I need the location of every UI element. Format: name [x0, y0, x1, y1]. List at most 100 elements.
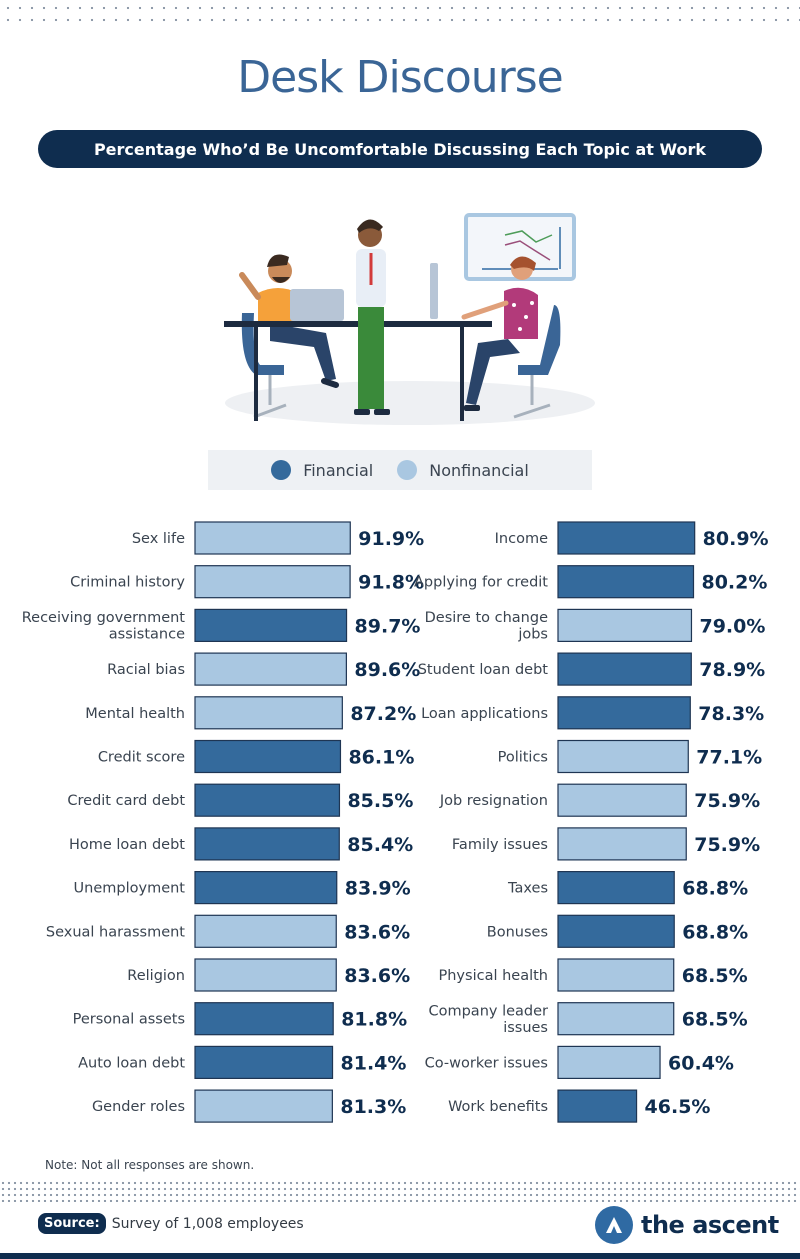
bar-nonfinancial: [194, 914, 337, 948]
bar-value-label: 91.8%: [358, 572, 424, 594]
bar-value-label: 80.9%: [703, 528, 769, 550]
bar-nonfinancial: [194, 521, 351, 555]
bar-label: Receiving government assistance: [22, 610, 186, 643]
bar-row: Loan applications 78.3%: [421, 696, 764, 730]
bar-label: Unemployment: [74, 881, 186, 897]
bar-financial: [557, 914, 675, 948]
bar-label: Job resignation: [439, 793, 548, 809]
bar-label: Income: [495, 531, 548, 547]
chart-subtitle: Percentage Who’d Be Uncomfortable Discus…: [93, 139, 707, 159]
bar-row: Sex life 91.9%: [132, 521, 424, 555]
bar-nonfinancial: [194, 958, 337, 992]
bar-value-label: 81.8%: [341, 1009, 407, 1031]
bar-row: Taxes 68.8%: [507, 871, 748, 905]
bar-financial: [194, 783, 341, 817]
legend-swatch-nonfinancial: [397, 460, 418, 480]
bar-nonfinancial: [557, 827, 687, 861]
bar-row: Politics 77.1%: [498, 739, 762, 774]
chart-title: Desk Discourse: [237, 52, 563, 103]
bar-row: Gender roles 81.3%: [92, 1089, 406, 1123]
bar-financial: [194, 1002, 334, 1036]
bar-value-label: 79.0%: [699, 615, 765, 637]
bar-value-label: 68.8%: [682, 921, 748, 943]
bottom-rule: [0, 1253, 800, 1259]
bar-row: Unemployment 83.9%: [74, 871, 411, 905]
bar-value-label: 75.9%: [694, 790, 760, 812]
source-line: Source: Survey of 1,008 employees: [38, 1213, 304, 1234]
office-illustration: [224, 213, 595, 425]
bar-row: Applying for credit 80.2%: [414, 565, 767, 599]
bar-value-label: 68.5%: [682, 1009, 748, 1031]
bar-value-label: 81.4%: [341, 1052, 407, 1074]
bar-label: Religion: [127, 968, 185, 984]
mountain-icon: [606, 1217, 622, 1233]
bar-label: Taxes: [507, 881, 548, 897]
bar-row: Personal assets 81.8%: [73, 1002, 407, 1036]
bar-financial: [557, 565, 695, 599]
footnote: Note: Not all responses are shown.: [45, 1158, 255, 1172]
bar-nonfinancial: [557, 958, 675, 992]
bar-row: Racial bias 89.6%: [107, 652, 420, 686]
bar-row: Religion 83.6%: [127, 958, 410, 992]
bar-value-label: 77.1%: [696, 747, 762, 769]
bar-label: Sexual harassment: [46, 924, 185, 940]
top-dot-border: [0, 0, 800, 22]
brand-logo-block: the ascent: [595, 1206, 779, 1244]
bar-row: Auto loan debt 81.4%: [78, 1045, 407, 1080]
bar-label: Physical health: [439, 968, 549, 984]
bar-financial: [194, 608, 348, 643]
source-text: Survey of 1,008 employees: [111, 1215, 304, 1232]
bar-row: Desire to change jobs 79.0%: [425, 608, 765, 643]
legend-item-nonfinancial: Nonfinancial: [397, 460, 529, 480]
bar-financial: [194, 871, 338, 905]
bar-row: Credit card debt 85.5%: [67, 783, 413, 817]
legend-item-financial: Financial: [271, 460, 373, 480]
bar-value-label: 91.9%: [358, 528, 424, 550]
bar-row: Credit score 86.1%: [98, 739, 414, 774]
bar-value-label: 86.1%: [348, 747, 414, 769]
bar-row: Bonuses 68.8%: [487, 914, 748, 948]
bar-value-label: 80.2%: [701, 572, 767, 594]
bar-value-label: 78.3%: [698, 703, 764, 725]
legend: Financial Nonfinancial: [208, 450, 592, 490]
bar-label: Student loan debt: [418, 662, 549, 678]
bar-nonfinancial: [557, 608, 693, 643]
bar-value-label: 89.6%: [354, 659, 420, 681]
bar-value-label: 46.5%: [645, 1096, 711, 1118]
bar-nonfinancial: [194, 652, 347, 686]
bar-nonfinancial: [557, 783, 687, 817]
bar-label: Loan applications: [421, 706, 548, 722]
bar-financial: [557, 652, 692, 686]
bar-value-label: 89.7%: [355, 615, 421, 637]
bar-label: Co-worker issues: [425, 1055, 548, 1071]
bar-value-label: 75.9%: [694, 834, 760, 856]
bar-nonfinancial: [194, 1089, 333, 1123]
legend-label-financial: Financial: [303, 460, 374, 480]
bar-financial: [557, 1089, 638, 1123]
bar-label: Family issues: [452, 837, 548, 853]
bar-row: Mental health 87.2%: [85, 696, 416, 730]
chart-subtitle-banner: Percentage Who’d Be Uncomfortable Discus…: [38, 130, 762, 168]
bar-value-label: 81.3%: [340, 1096, 406, 1118]
bar-label: Personal assets: [73, 1012, 185, 1028]
bar-label: Criminal history: [70, 575, 185, 591]
bar-value-label: 60.4%: [668, 1052, 734, 1074]
bar-row: Student loan debt 78.9%: [418, 652, 765, 686]
bar-row: Company leader issues 68.5%: [428, 1002, 748, 1036]
bar-financial: [557, 871, 675, 905]
bar-value-label: 78.9%: [699, 659, 765, 681]
bar-chart: Sex life 91.9% Criminal history 91.8% Receiv…: [22, 521, 769, 1123]
bar-row: Physical health 68.5%: [439, 958, 748, 992]
bar-label: Credit score: [98, 750, 185, 766]
bar-nonfinancial: [557, 1002, 675, 1036]
bar-label: Home loan debt: [69, 837, 185, 853]
bar-value-label: 85.4%: [347, 834, 413, 856]
bar-nonfinancial: [194, 565, 351, 599]
bar-row: Family issues 75.9%: [452, 827, 760, 861]
bottom-dot-border: [0, 1180, 800, 1202]
bar-financial: [557, 696, 691, 730]
bar-label: Auto loan debt: [78, 1055, 185, 1071]
bar-row: Co-worker issues 60.4%: [425, 1045, 734, 1080]
bar-value-label: 83.6%: [344, 921, 410, 943]
bar-value-label: 85.5%: [347, 790, 413, 812]
